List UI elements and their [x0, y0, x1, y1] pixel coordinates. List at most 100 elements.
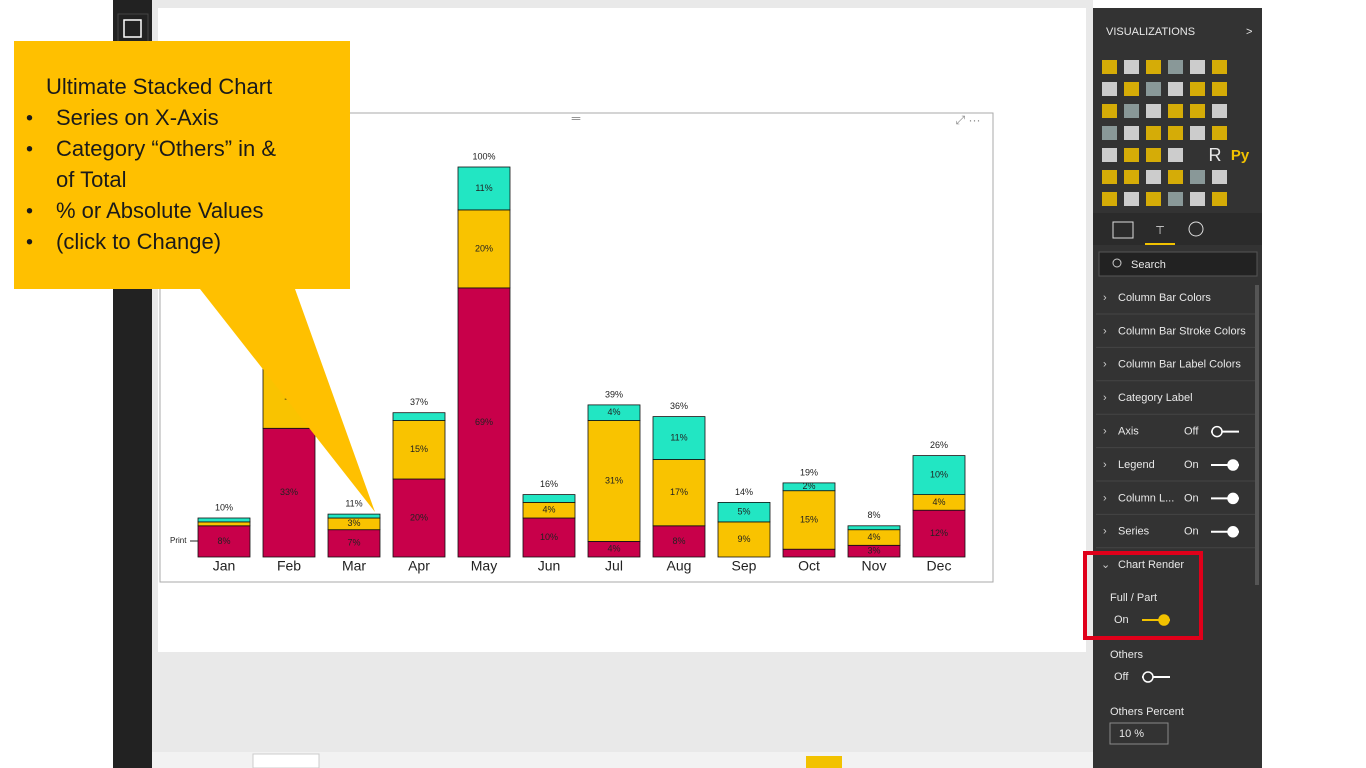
toggle-knob[interactable]	[1211, 425, 1223, 438]
segment-label: 4%	[607, 407, 620, 417]
x-tick-label: Aug	[667, 558, 692, 574]
total-label: 37%	[410, 397, 428, 407]
section-state: On	[1184, 459, 1199, 471]
toggle-knob[interactable]	[1158, 614, 1170, 626]
visual-icon[interactable]	[1168, 148, 1183, 162]
drag-handle[interactable]: ═	[571, 111, 581, 125]
number-input[interactable]	[1109, 722, 1169, 745]
visual-icon[interactable]	[1212, 192, 1227, 206]
visual-icon[interactable]	[1168, 192, 1183, 206]
visual-icon[interactable]	[1190, 60, 1205, 74]
section-label[interactable]: Axis	[1118, 426, 1139, 438]
section-label[interactable]: Column L...	[1118, 492, 1174, 504]
visual-icon[interactable]	[1212, 170, 1227, 184]
visual-icon[interactable]	[1146, 170, 1161, 184]
visual-icon[interactable]	[1124, 192, 1139, 206]
section-label[interactable]: Series	[1118, 526, 1150, 538]
visual-icon[interactable]	[1168, 104, 1183, 118]
visual-icon[interactable]	[1190, 82, 1205, 96]
segment-label: 15%	[410, 444, 428, 454]
visual-icon[interactable]	[1102, 82, 1117, 96]
format-sections: › Column Bar Colors › Column Bar Stroke Col…	[1096, 292, 1255, 745]
section-label[interactable]: Column Bar Label Colors	[1118, 359, 1241, 371]
callout-title: Ultimate Stacked Chart	[46, 74, 272, 99]
section-label[interactable]: Column Bar Colors	[1118, 292, 1211, 304]
bar-segment	[457, 209, 511, 289]
analytics-tab[interactable]	[1188, 221, 1204, 237]
visual-icon[interactable]	[1146, 82, 1161, 96]
chevron: ›	[1103, 459, 1107, 471]
toggle-knob[interactable]	[1142, 671, 1154, 683]
visual-icon[interactable]	[1212, 104, 1227, 118]
visual-icon[interactable]	[1212, 82, 1227, 96]
visual-icon[interactable]	[1146, 104, 1161, 118]
bar-segment	[197, 525, 251, 558]
segment-label: 10%	[930, 469, 948, 479]
stacked-chart: 8%10%Jan33%16Feb7%3%11%Mar20%15%37%Apr69…	[170, 151, 966, 574]
visual-options[interactable]: ⤢ ···	[955, 113, 981, 127]
visual-icon[interactable]	[1124, 104, 1139, 118]
visual-icon[interactable]	[1168, 126, 1183, 140]
visual-icon[interactable]	[1146, 148, 1161, 162]
visual-icon[interactable]	[1102, 170, 1117, 184]
visual-icon[interactable]	[1190, 192, 1205, 206]
scrollbar[interactable]	[1255, 285, 1259, 585]
section-label[interactable]: Column Bar Stroke Colors	[1118, 325, 1246, 337]
section-state: On	[1184, 526, 1199, 538]
r-visual-icon[interactable]: R	[1209, 145, 1222, 165]
visual-icon[interactable]	[1168, 82, 1183, 96]
report-icon[interactable]	[117, 13, 149, 45]
fields-tab[interactable]	[1112, 221, 1134, 239]
segment-label: 5%	[737, 507, 750, 517]
callout-pointer	[200, 289, 375, 512]
segment-label: 4%	[607, 544, 620, 554]
visual-icon[interactable]	[1146, 60, 1161, 74]
visual-icon[interactable]	[1124, 170, 1139, 184]
visual-icon[interactable]	[1190, 104, 1205, 118]
visual-icon[interactable]	[1124, 60, 1139, 74]
visual-icon[interactable]	[1168, 170, 1183, 184]
section-label[interactable]: Category Label	[1118, 392, 1193, 404]
visual-icon[interactable]	[1190, 170, 1205, 184]
toggle-knob[interactable]	[1227, 526, 1239, 538]
segment-label: 12%	[930, 528, 948, 538]
toggle-knob[interactable]	[1227, 459, 1239, 471]
visual-icon[interactable]	[1102, 126, 1117, 140]
total-label: 14%	[735, 487, 753, 497]
visual-icon[interactable]	[1124, 126, 1139, 140]
bar-segment	[782, 548, 836, 558]
page-tab[interactable]	[252, 753, 320, 768]
segment-label: 11%	[670, 432, 687, 442]
visual-icon[interactable]	[1124, 148, 1139, 162]
total-label: 100%	[472, 151, 495, 161]
visual-icon[interactable]	[1190, 126, 1205, 140]
toggle-knob[interactable]	[1227, 492, 1239, 505]
search-box[interactable]	[1098, 251, 1258, 277]
add-page-tab[interactable]	[806, 756, 842, 768]
visual-icon[interactable]	[1146, 192, 1161, 206]
format-tab[interactable]: ⊤	[1155, 225, 1165, 237]
section-state: Off	[1184, 426, 1199, 438]
segment-label: 20%	[410, 512, 428, 522]
visual-icon[interactable]	[1124, 82, 1139, 96]
visual-icon[interactable]	[1168, 60, 1183, 74]
segment-label: 31%	[605, 475, 623, 485]
segment-label: 8%	[672, 536, 685, 546]
visual-icon[interactable]	[1102, 192, 1117, 206]
visual-icon[interactable]	[1102, 60, 1117, 74]
section-label[interactable]: Legend	[1118, 459, 1155, 471]
callout-box	[14, 41, 350, 289]
visual-icon[interactable]	[1102, 148, 1117, 162]
x-tick-label: Jul	[605, 558, 623, 574]
visual-icon[interactable]	[1212, 60, 1227, 74]
bar-segment	[522, 517, 576, 558]
visual-icon[interactable]	[1212, 126, 1227, 140]
visual-icon[interactable]	[1102, 104, 1117, 118]
callout-bullet: Series on X-Axis	[56, 105, 219, 130]
segment-label: 4%	[932, 497, 945, 507]
visual-icon[interactable]	[1146, 126, 1161, 140]
section-label[interactable]: Chart Render	[1118, 559, 1184, 571]
pane-collapse[interactable]: >	[1246, 26, 1252, 38]
python-visual-icon[interactable]: Py	[1231, 147, 1250, 164]
